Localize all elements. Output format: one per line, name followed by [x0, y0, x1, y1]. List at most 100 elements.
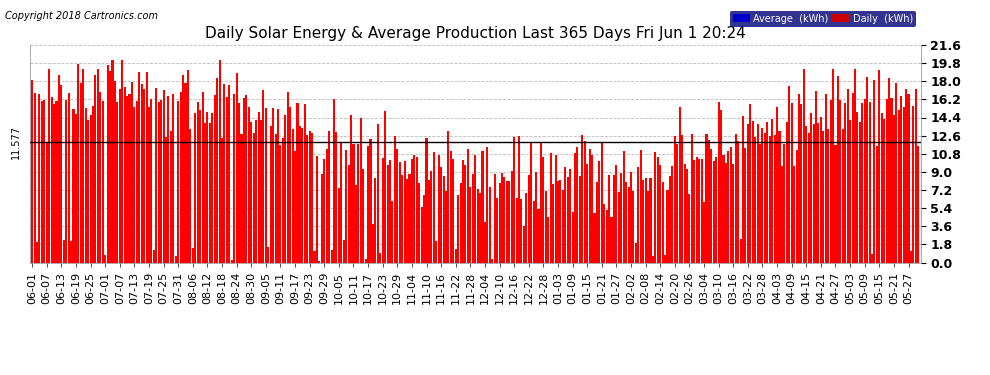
Bar [34, 93, 36, 262]
Bar [441, 166, 443, 262]
Bar [868, 102, 870, 262]
Bar [703, 202, 705, 262]
Bar [643, 180, 644, 262]
Bar [336, 132, 338, 262]
Bar [840, 100, 842, 262]
Bar [372, 224, 374, 262]
Bar [246, 95, 248, 262]
Bar [454, 249, 456, 262]
Bar [229, 85, 231, 262]
Bar [241, 134, 243, 262]
Bar [518, 136, 520, 262]
Bar [701, 159, 703, 262]
Bar [825, 94, 827, 262]
Bar [720, 110, 722, 262]
Bar [170, 131, 172, 262]
Bar [314, 251, 316, 262]
Bar [279, 146, 281, 262]
Bar [593, 213, 596, 262]
Title: Daily Solar Energy & Average Production Last 365 Days Fri Jun 1 20:24: Daily Solar Energy & Average Production … [205, 26, 745, 41]
Bar [564, 167, 566, 262]
Bar [686, 169, 688, 262]
Bar [426, 138, 428, 262]
Bar [613, 175, 615, 262]
Bar [659, 165, 661, 262]
Bar [316, 156, 318, 262]
Bar [654, 152, 656, 262]
Bar [508, 181, 510, 262]
Bar [264, 108, 267, 262]
Bar [172, 94, 174, 262]
Bar [554, 155, 556, 262]
Bar [107, 65, 109, 262]
Bar [511, 171, 513, 262]
Bar [413, 155, 416, 262]
Bar [179, 92, 182, 262]
Bar [616, 165, 618, 262]
Bar [44, 100, 46, 262]
Bar [396, 149, 398, 262]
Bar [486, 147, 488, 262]
Bar [421, 207, 423, 262]
Bar [638, 167, 640, 262]
Bar [656, 157, 658, 262]
Bar [751, 122, 753, 262]
Bar [114, 81, 116, 262]
Bar [267, 247, 269, 262]
Bar [491, 259, 493, 262]
Bar [394, 136, 396, 262]
Bar [917, 146, 920, 262]
Bar [248, 107, 249, 262]
Bar [204, 123, 206, 262]
Bar [467, 149, 469, 262]
Bar [523, 226, 525, 262]
Bar [623, 152, 625, 262]
Bar [820, 117, 822, 262]
Bar [87, 120, 89, 262]
Bar [886, 99, 888, 262]
Bar [202, 92, 204, 262]
Bar [92, 105, 94, 262]
Bar [464, 165, 466, 262]
Bar [471, 174, 474, 262]
Bar [476, 189, 479, 262]
Bar [384, 111, 386, 262]
Bar [552, 183, 554, 262]
Bar [574, 153, 576, 262]
Bar [80, 82, 82, 262]
Bar [354, 185, 357, 262]
Bar [53, 104, 55, 262]
Bar [97, 69, 99, 262]
Bar [895, 83, 897, 262]
Bar [649, 178, 651, 262]
Bar [379, 254, 381, 262]
Bar [856, 112, 858, 262]
Bar [119, 89, 121, 262]
Bar [908, 94, 910, 262]
Bar [718, 102, 720, 262]
Bar [858, 122, 861, 262]
Bar [338, 188, 340, 262]
Bar [214, 94, 216, 262]
Bar [878, 70, 880, 262]
Bar [269, 126, 271, 262]
Bar [828, 129, 830, 262]
Bar [851, 93, 853, 262]
Bar [863, 99, 865, 262]
Bar [423, 195, 425, 262]
Bar [401, 175, 403, 262]
Bar [134, 107, 136, 262]
Bar [571, 211, 573, 262]
Bar [367, 146, 369, 262]
Bar [773, 135, 776, 262]
Bar [576, 147, 578, 262]
Bar [698, 159, 700, 262]
Bar [669, 176, 671, 262]
Bar [538, 209, 540, 262]
Bar [581, 135, 583, 262]
Bar [628, 187, 630, 262]
Bar [803, 69, 805, 262]
Bar [693, 160, 695, 262]
Bar [274, 134, 276, 262]
Bar [591, 155, 593, 262]
